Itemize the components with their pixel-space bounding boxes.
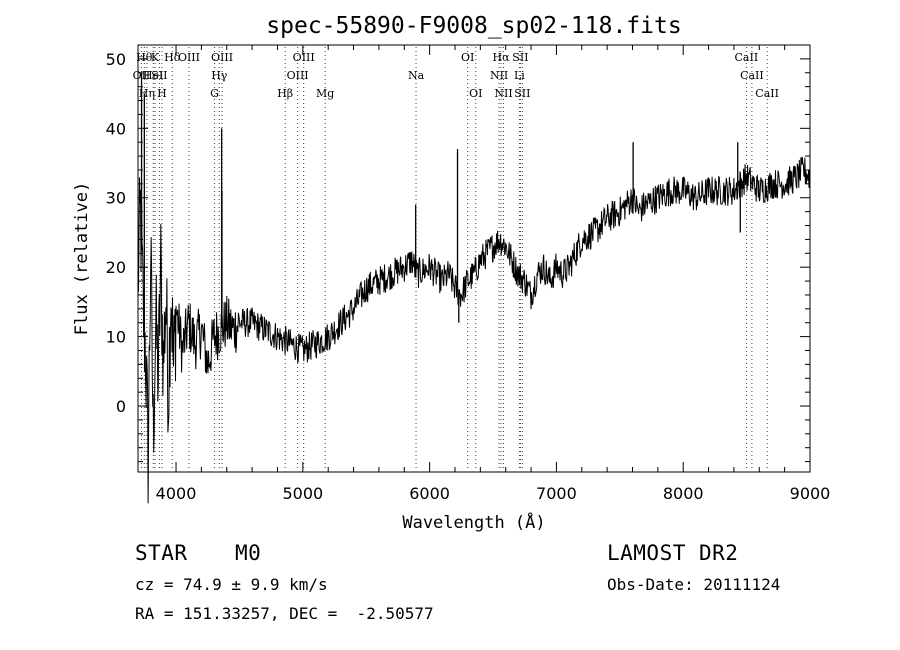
- subclass-label: M0: [235, 541, 262, 565]
- line-marker-label: OIII: [178, 51, 200, 64]
- line-marker-label: Hα: [492, 51, 510, 64]
- class-label: STAR: [135, 541, 188, 565]
- line-marker-label: K: [151, 51, 160, 64]
- line-marker-label: OI: [469, 87, 482, 100]
- plot-frame: [137, 44, 811, 473]
- line-marker-label: OI: [461, 51, 474, 64]
- line-marker-label: HeI: [143, 69, 163, 82]
- x-tick-label: 9000: [790, 484, 831, 503]
- line-marker-label: Na: [408, 69, 425, 82]
- x-axis-label: Wavelength (Å): [402, 511, 545, 533]
- line-marker-label: CaII: [740, 69, 764, 82]
- line-marker-label: Hβ: [277, 87, 293, 100]
- spectrum-line: [137, 156, 811, 504]
- chart-title: spec-55890-F9008_sp02-118.fits: [266, 13, 681, 39]
- line-marker-label: NII: [494, 87, 512, 100]
- y-tick-label: 40: [106, 119, 126, 138]
- y-tick-label: 10: [106, 328, 126, 347]
- x-tick-label: 6000: [409, 484, 450, 503]
- y-tick-label: 50: [106, 50, 126, 69]
- x-tick-label: 5000: [282, 484, 323, 503]
- redshift-velocity: cz = 74.9 ± 9.9 km/s: [135, 575, 328, 594]
- y-tick-label: 0: [116, 397, 126, 416]
- line-marker-label: Mg: [316, 87, 334, 100]
- line-marker-label: Hδ: [164, 51, 181, 64]
- line-marker-label: OIII: [287, 69, 309, 82]
- y-tick-label: 30: [106, 189, 126, 208]
- line-marker-label: OIII: [211, 51, 233, 64]
- line-marker-label: Li: [514, 69, 525, 82]
- line-marker-label: Hη: [139, 87, 155, 100]
- line-marker-label: Hθ: [136, 51, 153, 64]
- line-marker-label: G: [210, 87, 219, 100]
- line-marker-label: Hγ: [211, 69, 228, 82]
- line-marker-label: OIII: [293, 51, 315, 64]
- line-marker-label: SII: [512, 51, 528, 64]
- coordinates: RA = 151.33257, DEC = -2.50577: [135, 604, 434, 623]
- y-tick-label: 20: [106, 258, 126, 277]
- line-marker-label: SII: [514, 87, 530, 100]
- line-marker-label: CaII: [755, 87, 779, 100]
- line-marker-label: SII: [151, 69, 167, 82]
- x-tick-label: 8000: [663, 484, 704, 503]
- observation-date: Obs-Date: 20111124: [607, 575, 781, 594]
- line-marker-label: CaII: [735, 51, 759, 64]
- y-axis-label: Flux (relative): [72, 182, 92, 336]
- x-tick-label: 7000: [536, 484, 577, 503]
- line-marker-label: NII: [490, 69, 508, 82]
- survey-label: LAMOST DR2: [607, 541, 739, 565]
- line-marker-label: H: [157, 87, 167, 100]
- x-tick-label: 4000: [156, 484, 197, 503]
